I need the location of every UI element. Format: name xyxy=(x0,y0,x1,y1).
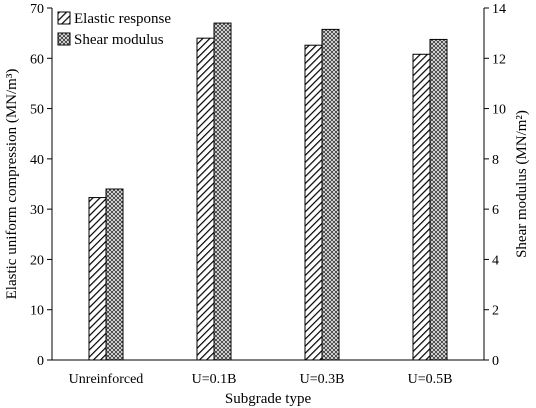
bar-elastic-response-3 xyxy=(304,44,323,361)
y-tick-label-30: 30 xyxy=(30,203,44,218)
bar-shear-modulus-3 xyxy=(321,28,340,361)
y2-tick-label-6: 6 xyxy=(492,203,499,218)
y2-axis-title: Shear modulus (MN/m²) xyxy=(514,110,530,258)
y2-tick-label-14: 14 xyxy=(492,2,506,17)
x-tick-label-2: U=0.1B xyxy=(192,372,237,387)
y-tick-label-20: 20 xyxy=(30,253,44,268)
y-tick-label-50: 50 xyxy=(30,103,44,118)
bar-shear-modulus-1 xyxy=(105,188,124,361)
y2-tick-label-8: 8 xyxy=(492,153,499,168)
legend-swatch-shear-modulus xyxy=(57,32,71,46)
y2-tick-label-4: 4 xyxy=(492,253,499,268)
x-tick-label-3: U=0.3B xyxy=(300,372,345,387)
bar-elastic-response-4 xyxy=(412,53,431,361)
y2-tick-label-2: 2 xyxy=(492,304,499,319)
y-tick-label-40: 40 xyxy=(30,153,44,168)
y-tick-label-10: 10 xyxy=(30,304,44,319)
bar-elastic-response-2 xyxy=(196,37,215,361)
bar-elastic-response-1 xyxy=(88,197,107,361)
legend-swatch-elastic-response xyxy=(57,11,71,25)
x-axis-title: Subgrade type xyxy=(225,391,312,407)
y2-tick-label-0: 0 xyxy=(492,354,499,369)
legend-label-shear-modulus: Shear modulus xyxy=(74,32,164,48)
y-tick-label-70: 70 xyxy=(30,2,44,17)
y-tick-label-60: 60 xyxy=(30,52,44,67)
y2-tick-label-12: 12 xyxy=(492,52,506,67)
y2-tick-label-10: 10 xyxy=(492,103,506,118)
x-tick-label-1: Unreinforced xyxy=(69,372,144,387)
bar-shear-modulus-2 xyxy=(213,22,232,361)
x-tick-label-4: U=0.5B xyxy=(408,372,453,387)
legend-label-elastic-response: Elastic response xyxy=(74,11,171,27)
y-tick-label-0: 0 xyxy=(37,354,44,369)
y-axis-title: Elastic uniform compression (MN/m³) xyxy=(4,69,20,300)
bar-shear-modulus-4 xyxy=(429,38,448,361)
